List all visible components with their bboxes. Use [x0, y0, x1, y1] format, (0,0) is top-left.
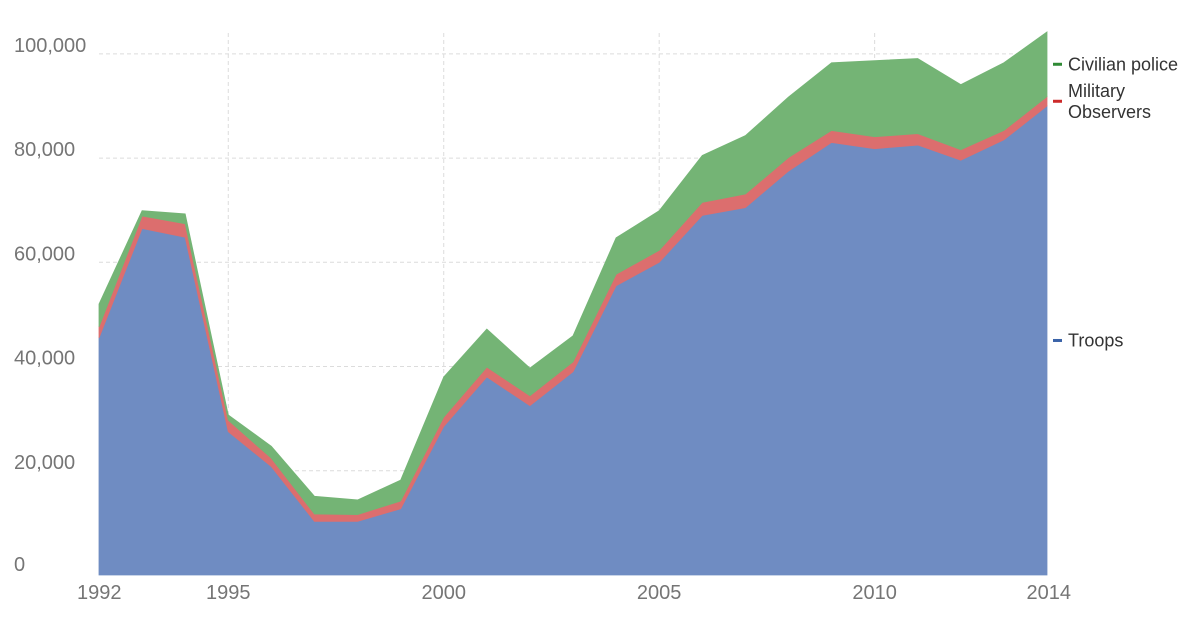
x-tick-label: 1992	[77, 582, 122, 604]
x-tick-label: 2014	[1027, 582, 1072, 604]
area-layer	[98, 31, 1048, 576]
axis-layer: 0 20,000 40,000 60,000 80,000 100,000 1992 1995…	[14, 35, 1071, 604]
legend-item-civilian-police: Civilian police	[1053, 54, 1178, 74]
x-tick-label: 2000	[421, 582, 466, 604]
y-tick-label: 60,000	[14, 243, 75, 265]
legend-item-troops: Troops	[1053, 330, 1123, 350]
x-tick-label: 2005	[637, 582, 682, 604]
y-tick-label: 20,000	[14, 452, 75, 474]
area-civilian-police	[98, 31, 1048, 515]
legend: Troops Military Observers Civilian police	[1053, 54, 1178, 350]
x-tick-label: 1995	[206, 582, 251, 604]
legend-label: Military Observers	[1068, 81, 1151, 122]
legend-item-military-observers: Military Observers	[1053, 81, 1151, 122]
y-tick-label: 80,000	[14, 139, 75, 161]
legend-label: Civilian police	[1068, 54, 1178, 74]
legend-label: Troops	[1068, 330, 1123, 350]
x-tick-label: 2010	[852, 582, 897, 604]
y-tick-label: 0	[14, 554, 25, 576]
y-tick-label: 40,000	[14, 348, 75, 370]
y-tick-label: 100,000	[14, 35, 86, 57]
